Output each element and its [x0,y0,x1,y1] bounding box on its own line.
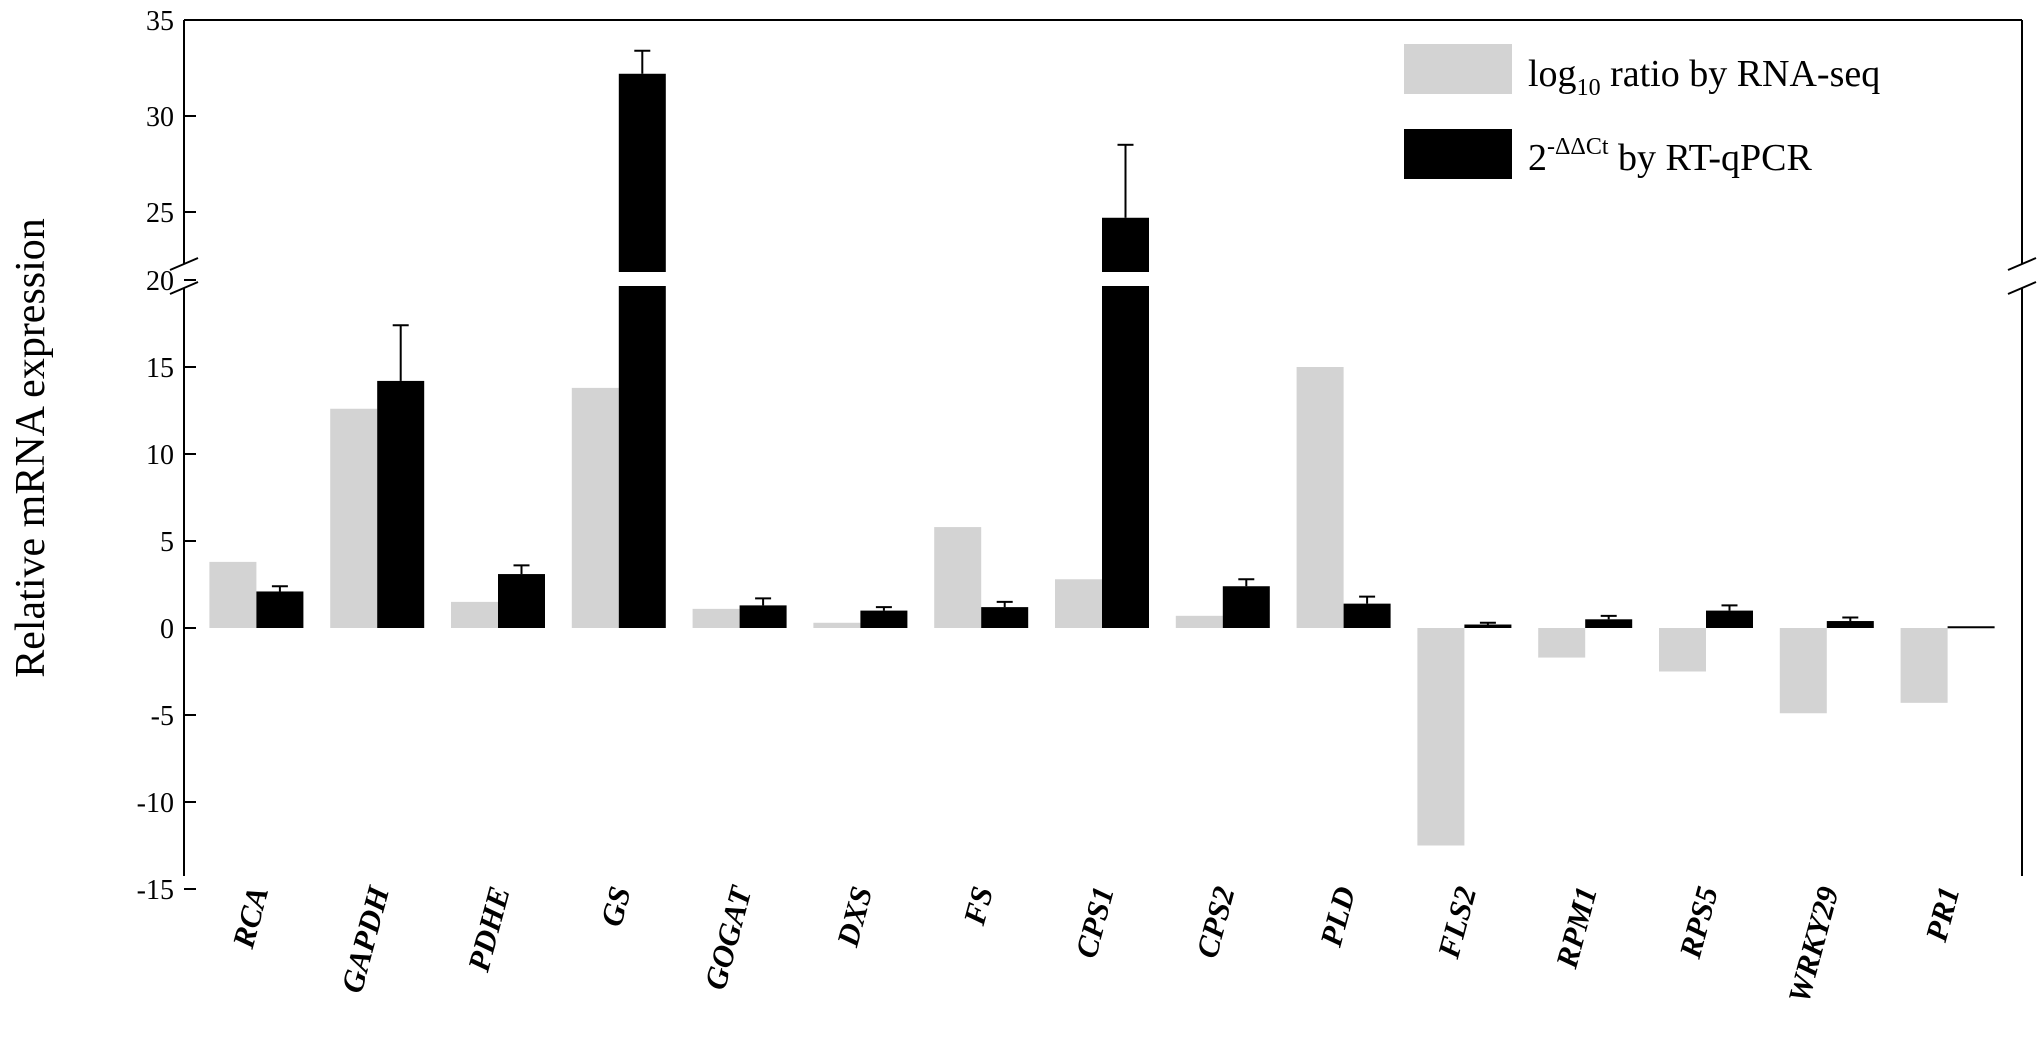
bar-qpcr-gs [618,73,666,628]
bar-rnaseq-gapdh [330,408,378,628]
y-tick-label: -5 [151,701,174,732]
right-axis-break-mark [2007,257,2037,271]
x-tick-label-cps1: CPS1 [1068,883,1121,962]
bar-rnaseq-dxs [813,622,861,628]
bar-qpcr-pr1 [1947,626,1995,629]
bar-rnaseq-fs [934,527,982,628]
x-tick-label-pr1: PR1 [1918,883,1966,946]
y-tick-label: 0 [160,614,174,645]
x-tick-label-wrky29: WRKY29 [1781,883,1846,1007]
bar-rnaseq-pdhe [451,601,498,628]
legend: log10 ratio by RNA-seq 2-ΔΔCt by RT-qPCR [1404,44,1880,179]
left-axis-break-mark [169,281,199,295]
y-tick-label: 10 [146,440,174,471]
bar-qpcr-fs [981,607,1029,628]
bar-rnaseq-cps1 [1055,579,1102,628]
x-tick-label-pld: PLD [1313,883,1363,951]
y-tick-label: 25 [146,198,174,229]
bar-rnaseq-pr1 [1900,628,1948,703]
x-tick-label-gapdh: GAPDH [334,882,396,997]
bar-rnaseq-rca [209,561,257,628]
bar-qpcr-pdhe [498,574,545,628]
legend-swatch-rnaseq [1404,44,1512,94]
y-tick-label: -10 [137,788,174,819]
left-axis-break-mark [169,257,199,271]
y-tick-label: 35 [146,6,174,37]
bar-rnaseq-gs [571,387,619,628]
legend-label-qpcr: 2-ΔΔCt by RT-qPCR [1528,134,1812,179]
bars [209,49,1995,846]
x-tick-label-cps2: CPS2 [1189,883,1242,962]
bar-qpcr-rpm1 [1585,619,1633,628]
right-axis-break-mark [2007,281,2037,295]
bar-qpcr-fls2 [1464,624,1512,628]
bar-qpcr-gogat [739,605,787,628]
x-tick-label-gs: GS [593,883,637,930]
x-tick-label-rca: RCA [225,883,275,953]
bar-rnaseq-gogat [692,608,740,628]
x-tick-label-rpm1: RPM1 [1548,883,1603,973]
y-tick-label: 30 [146,102,174,133]
bar-qpcr-pld [1343,603,1391,628]
y-tick-label: 5 [160,527,174,558]
x-tick-label-dxs: DXS [829,883,879,951]
bar-qpcr-dxs [860,610,908,628]
x-tick-label-pdhe: PDHE [460,883,516,976]
y-ticks: -15 -10 -5 0 5 10 15 20 25 30 35 [137,6,196,906]
x-tick-labels: RCA GAPDH PDHE GS GOGAT DXS FS CPS1 CPS2 PLD FLS2 R… [225,882,1966,1007]
bar-break-gap [1100,272,1151,286]
bar-rnaseq-fls2 [1417,628,1465,846]
bar-qpcr-rps5 [1706,610,1753,628]
bar-break-gap [616,272,668,286]
y-tick-label: -15 [137,875,174,906]
y-tick-label: 20 [146,266,174,297]
legend-label-rnaseq: log10 ratio by RNA-seq [1528,53,1880,101]
bar-rnaseq-rps5 [1659,628,1706,672]
bar-rnaseq-wrky29 [1779,628,1827,714]
bar-qpcr-gapdh [377,380,425,628]
bar-rnaseq-pld [1296,367,1344,628]
x-tick-label-fs: FS [956,883,1000,930]
bar-qpcr-wrky29 [1826,621,1874,628]
x-tick-label-fls2: FLS2 [1430,883,1483,963]
bar-rnaseq-rpm1 [1538,628,1586,658]
bar-qpcr-cps2 [1222,586,1270,628]
bar-qpcr-rca [256,591,304,628]
axes [169,19,2037,876]
y-axis-title: Relative mRNA expression [8,218,54,678]
bar-rnaseq-cps2 [1175,615,1223,628]
x-tick-label-rps5: RPS5 [1672,883,1725,963]
x-tick-label-gogat: GOGAT [697,882,758,994]
legend-swatch-qpcr [1404,129,1512,179]
y-tick-label: 15 [146,353,174,384]
bar-qpcr-cps1 [1102,217,1149,628]
